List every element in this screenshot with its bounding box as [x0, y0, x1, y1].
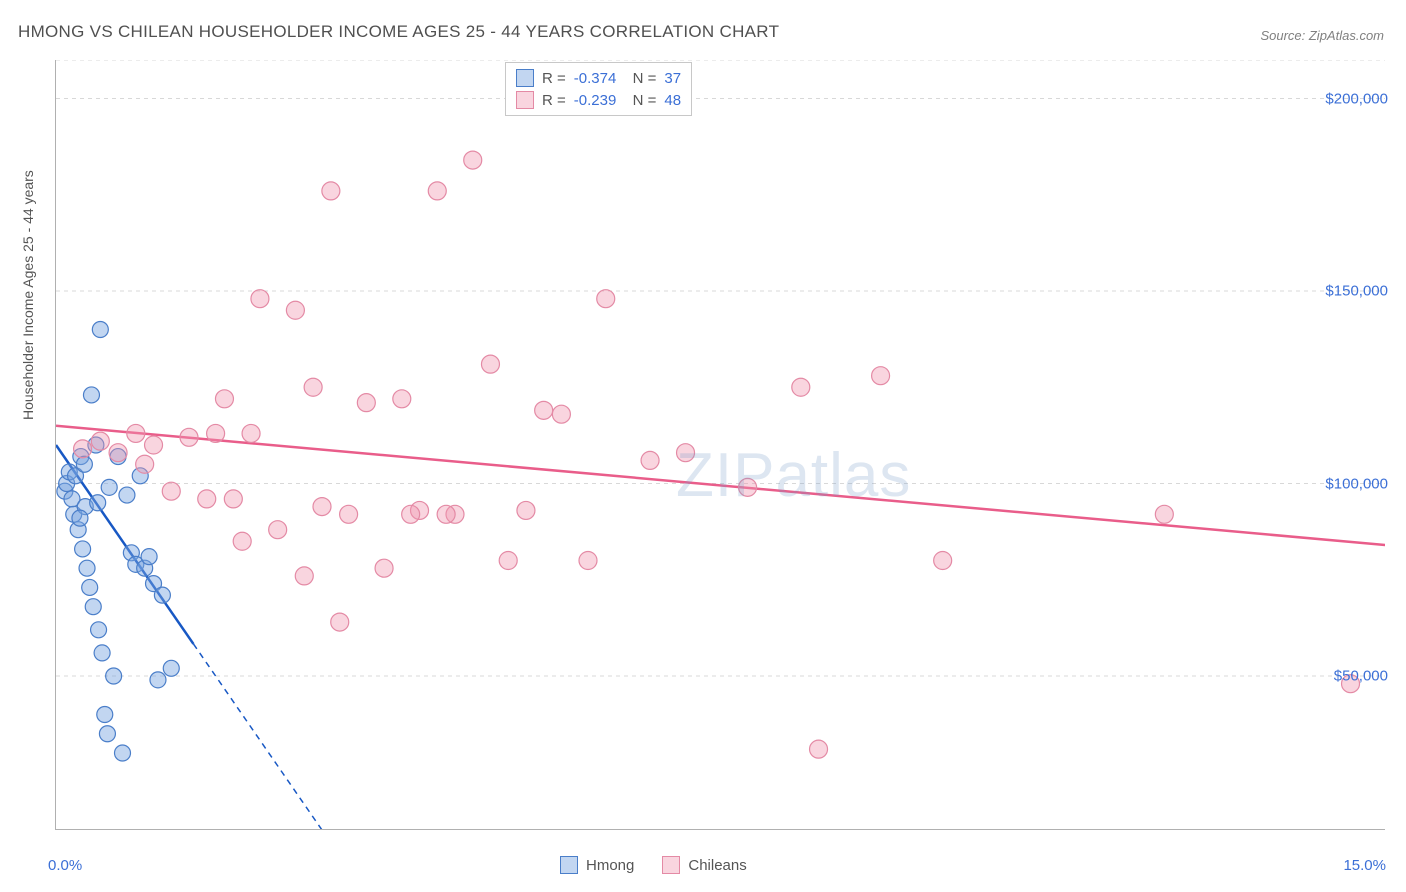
plot-area: ZIPatlas [55, 60, 1385, 830]
ytick-200000: $200,000 [1325, 90, 1388, 107]
legend-label-hmong: Hmong [586, 857, 634, 874]
n-label: N = [624, 92, 656, 109]
xtick-15: 15.0% [1343, 857, 1386, 874]
ytick-50000: $50,000 [1334, 668, 1388, 685]
legend-item-chileans: Chileans [662, 856, 746, 874]
r-value-hmong: -0.374 [574, 70, 617, 87]
n-value-chileans: 48 [664, 92, 681, 109]
legend-label-chileans: Chileans [688, 857, 746, 874]
legend-row-hmong: R = -0.374 N = 37 [516, 67, 681, 89]
r-value-chileans: -0.239 [574, 92, 617, 109]
source-attribution: Source: ZipAtlas.com [1260, 28, 1384, 43]
swatch-chileans-b [662, 856, 680, 874]
n-value-hmong: 37 [664, 70, 681, 87]
r-label: R = [542, 92, 566, 109]
xtick-0: 0.0% [48, 857, 82, 874]
legend-row-chileans: R = -0.239 N = 48 [516, 89, 681, 111]
series-legend: Hmong Chileans [560, 856, 747, 874]
chart-title: HMONG VS CHILEAN HOUSEHOLDER INCOME AGES… [18, 22, 779, 42]
ytick-150000: $150,000 [1325, 283, 1388, 300]
scatter-svg [56, 60, 1385, 829]
r-label: R = [542, 70, 566, 87]
swatch-chileans [516, 91, 534, 109]
correlation-legend: R = -0.374 N = 37 R = -0.239 N = 48 [505, 62, 692, 116]
swatch-hmong-b [560, 856, 578, 874]
swatch-hmong [516, 69, 534, 87]
n-label: N = [624, 70, 656, 87]
y-axis-label: Householder Income Ages 25 - 44 years [20, 170, 36, 420]
chart-container: HMONG VS CHILEAN HOUSEHOLDER INCOME AGES… [0, 0, 1406, 892]
legend-item-hmong: Hmong [560, 856, 634, 874]
ytick-100000: $100,000 [1325, 475, 1388, 492]
